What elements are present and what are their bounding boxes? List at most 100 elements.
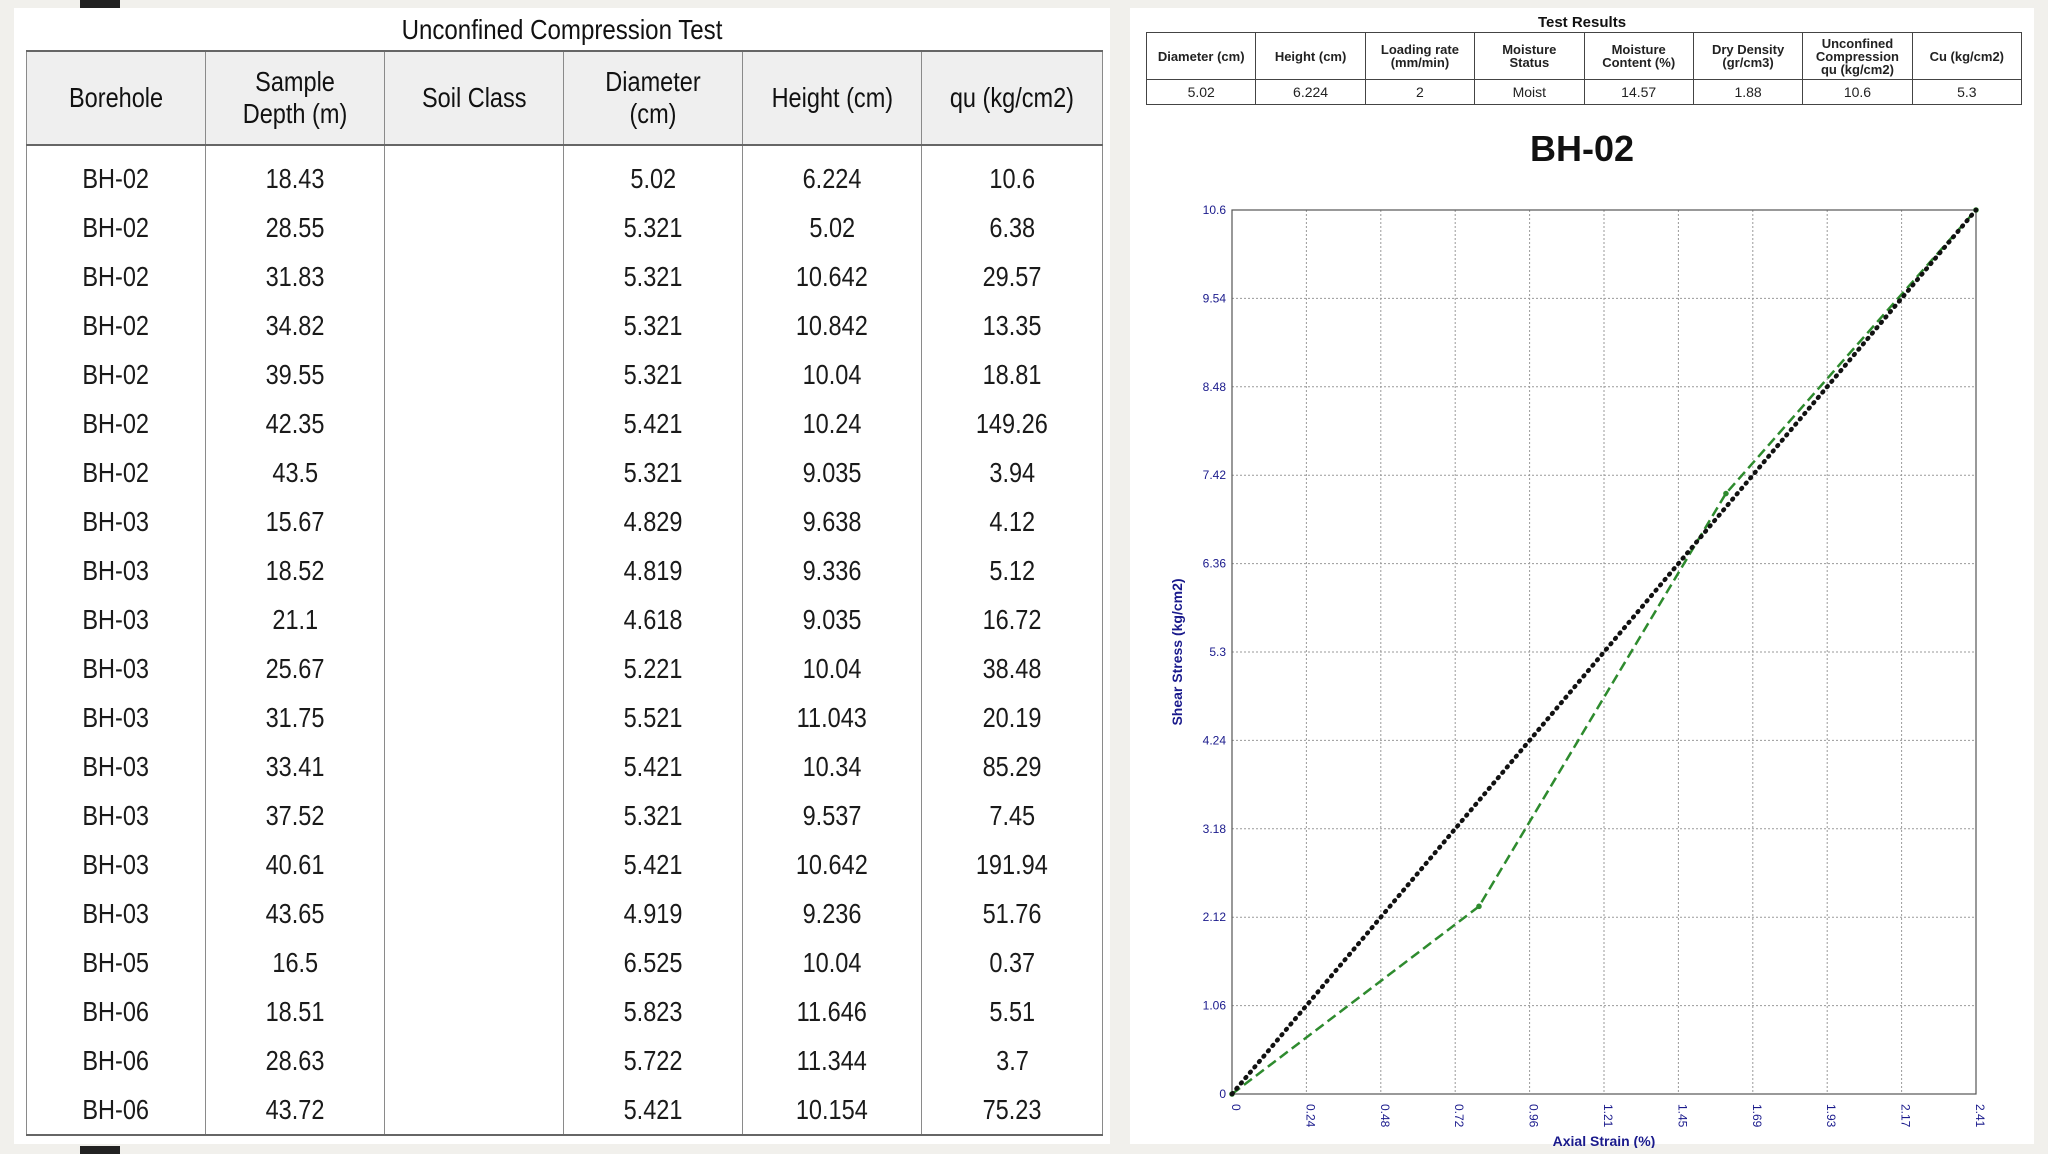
table-cell: 0.37 [921, 938, 1103, 987]
cell-value: BH-03 [82, 603, 150, 635]
table-cell: BH-02 [26, 350, 206, 399]
cell-value: 4.618 [623, 603, 683, 635]
table-cell: 5.02 [563, 145, 743, 203]
table-cell: 6.38 [921, 203, 1103, 252]
table-cell: 4.12 [921, 497, 1103, 546]
table-cell: 5.51 [921, 987, 1103, 1036]
results-column-header: Diameter (cm) [1145, 32, 1257, 80]
table-cell: BH-06 [26, 987, 206, 1036]
table-cell: 34.82 [205, 301, 385, 350]
table-cell [384, 497, 564, 546]
results-header-line: Compression [1815, 48, 1899, 64]
y-tick-label: 2.12 [1203, 910, 1227, 924]
table-cell: 16.72 [921, 595, 1103, 644]
table-cell: BH-03 [26, 742, 206, 791]
cell-value: BH-03 [82, 505, 150, 537]
table-row: BH-02 39.55 5.321 10.04 18.81 [26, 350, 1103, 399]
results-header-line: Moisture [1502, 42, 1557, 57]
table-row: BH-06 18.51 5.823 11.646 5.51 [26, 987, 1103, 1036]
cell-value: 9.236 [802, 897, 862, 929]
cell-value: 33.41 [265, 750, 325, 782]
cell-value: 10.24 [802, 407, 862, 439]
cell-value: 5.321 [623, 211, 683, 243]
cell-value: BH-03 [82, 750, 150, 782]
cell-value: 11.043 [796, 701, 868, 733]
series-point [1723, 490, 1729, 497]
results-header-line: (gr/cm3) [1722, 55, 1774, 70]
table-cell [384, 987, 564, 1036]
table-cell: 42.35 [205, 399, 385, 448]
table-cell: 5.321 [563, 252, 743, 301]
table-row: BH-05 16.5 6.525 10.04 0.37 [26, 938, 1103, 987]
table-cell: 28.55 [205, 203, 385, 252]
table-cell [384, 1085, 564, 1136]
table-cell [384, 644, 564, 693]
cell-value: 18.43 [265, 162, 325, 194]
cell-value: 5.321 [623, 799, 683, 831]
cell-value: 5.221 [623, 652, 683, 684]
table-cell: BH-05 [26, 938, 206, 987]
table-cell: 40.61 [205, 840, 385, 889]
x-tick-label: 1.69 [1750, 1104, 1764, 1128]
cell-value: 43.72 [265, 1093, 325, 1125]
y-tick-label: 7.42 [1203, 468, 1227, 482]
y-tick-label: 3.18 [1203, 822, 1227, 836]
cell-value: BH-05 [82, 946, 150, 978]
table-cell [384, 546, 564, 595]
table-cell: 6.224 [742, 145, 922, 203]
results-header-line: Height (cm) [1274, 48, 1347, 64]
table-cell: 9.236 [742, 889, 922, 938]
y-tick-label: 4.24 [1203, 733, 1227, 747]
cell-value: 43.5 [272, 456, 318, 488]
table-cell: BH-02 [26, 448, 206, 497]
table-cell [384, 448, 564, 497]
cell-value: BH-03 [82, 652, 150, 684]
table-cell: 43.72 [205, 1085, 385, 1136]
table-cell: 10.34 [742, 742, 922, 791]
cell-value: 16.5 [272, 946, 318, 978]
y-tick-label: 9.54 [1203, 291, 1227, 305]
table-header-row: Borehole Sample Depth (m) Soil Class Diamet… [26, 50, 1103, 146]
table-cell: 25.67 [205, 644, 385, 693]
y-tick-label: 6.36 [1203, 557, 1227, 571]
cell-value: 10.642 [796, 260, 868, 292]
column-header: Height (cm) [742, 50, 922, 146]
cell-value: BH-03 [82, 897, 150, 929]
table-cell: BH-03 [26, 840, 206, 889]
results-column-header: Moisture Content (%) [1583, 32, 1694, 80]
table-cell: 31.75 [205, 693, 385, 742]
table-row: BH-03 25.67 5.221 10.04 38.48 [26, 644, 1103, 693]
results-column-header: Cu (kg/cm2) [1911, 32, 2023, 80]
table-cell: BH-03 [26, 693, 206, 742]
results-column-header: Unconfined Compression qu (kg/cm2) [1802, 32, 1913, 80]
table-cell: BH-02 [26, 145, 206, 203]
table-cell: 3.7 [921, 1036, 1103, 1085]
table-cell: 75.23 [921, 1085, 1103, 1136]
cell-value: 38.48 [982, 652, 1042, 684]
cell-value: 10.842 [796, 309, 868, 341]
results-header-row: Diameter (cm) Height (cm) Loading rate (mm/… [1145, 32, 2023, 80]
table-row: BH-03 33.41 5.421 10.34 85.29 [26, 742, 1103, 791]
column-header-label: qu (kg/cm2) [949, 82, 1075, 113]
x-tick-label: 2.41 [1973, 1104, 1987, 1128]
cell-value: BH-03 [82, 701, 150, 733]
cell-value: 28.63 [265, 1044, 325, 1076]
table-cell: 5.421 [563, 1085, 743, 1136]
table-cell: 18.43 [205, 145, 385, 203]
cell-value: BH-03 [82, 799, 150, 831]
cell-value: 39.55 [265, 358, 325, 390]
cell-value: BH-02 [82, 162, 150, 194]
cell-value: 13.35 [982, 309, 1042, 341]
cell-value: 75.23 [982, 1093, 1042, 1125]
cell-value: 4.829 [623, 505, 683, 537]
results-header-line: Moisture [1611, 42, 1666, 57]
table-cell: 15.67 [205, 497, 385, 546]
x-tick-label: 0.48 [1378, 1104, 1392, 1128]
table-cell: 18.52 [205, 546, 385, 595]
cell-value: 6.38 [989, 211, 1035, 243]
table-cell [384, 301, 564, 350]
table-cell: 4.829 [563, 497, 743, 546]
cell-value: 5.321 [623, 309, 683, 341]
table-cell: 5.321 [563, 350, 743, 399]
cell-value: 5.421 [623, 1093, 683, 1125]
